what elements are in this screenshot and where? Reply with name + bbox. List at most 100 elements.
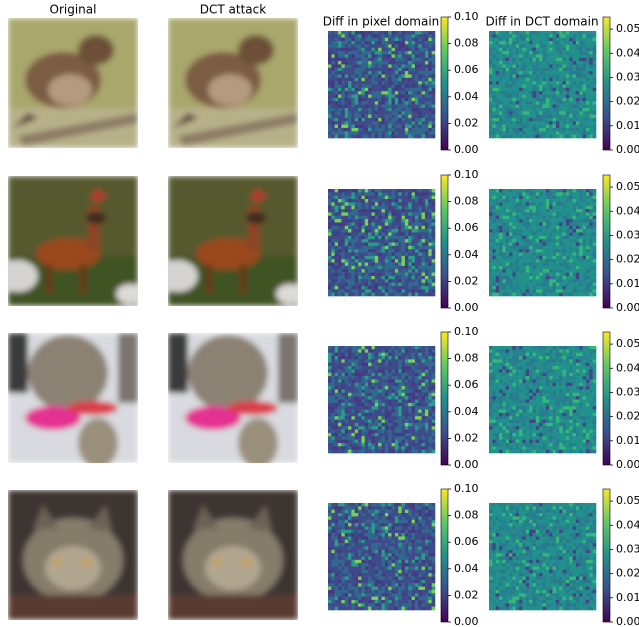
heatmap-cell	[425, 192, 429, 196]
heatmap-cell	[408, 61, 412, 65]
heatmap-cell	[539, 236, 543, 240]
heatmap-cell	[402, 219, 406, 223]
heatmap-cell	[412, 41, 416, 45]
heatmap-cell	[371, 219, 375, 223]
heatmap-cell	[371, 64, 375, 68]
heatmap-cell	[559, 78, 563, 82]
heatmap-cell	[405, 38, 409, 42]
heatmap-cell	[536, 61, 540, 65]
heatmap-cell	[345, 266, 349, 270]
heatmap-cell	[382, 41, 386, 45]
heatmap-cell	[589, 206, 593, 210]
heatmap-cell	[589, 276, 593, 280]
heatmap-cell	[566, 81, 570, 85]
heatmap-cell	[368, 246, 372, 250]
heatmap-cell	[341, 209, 345, 213]
heatmap-cell	[422, 105, 426, 109]
heatmap-cell	[388, 48, 392, 52]
heatmap-cell	[573, 111, 577, 115]
heatmap-cell	[361, 226, 365, 230]
heatmap-cell	[335, 393, 339, 397]
heatmap-cell	[398, 423, 402, 427]
heatmap-cell	[368, 212, 372, 216]
heatmap-cell	[341, 101, 345, 105]
heatmap-cell	[519, 81, 523, 85]
heatmap-cell	[418, 111, 422, 115]
heatmap-cell	[502, 38, 506, 42]
heatmap-cell	[553, 115, 557, 119]
heatmap-cell	[378, 403, 382, 407]
heatmap-cell	[405, 293, 409, 297]
heatmap-cell	[512, 118, 516, 122]
heatmap-cell	[502, 279, 506, 283]
heatmap-cell	[375, 118, 379, 122]
heatmap-cell	[341, 239, 345, 243]
heatmap-cell	[539, 222, 543, 226]
heatmap-cell	[573, 283, 577, 287]
heatmap-cell	[546, 243, 550, 247]
heatmap-cell	[355, 226, 359, 230]
heatmap-cell	[385, 246, 389, 250]
heatmap-cell	[331, 246, 335, 250]
heatmap-cell	[378, 41, 382, 45]
attacked-image	[158, 176, 304, 306]
heatmap-cell	[412, 383, 416, 387]
heatmap-cell	[418, 34, 422, 38]
heatmap-cell	[388, 135, 392, 139]
image-region	[48, 74, 92, 106]
heatmap-cell	[358, 393, 362, 397]
heatmap-cell	[506, 192, 510, 196]
heatmap-cell	[415, 249, 419, 253]
heatmap-cell	[425, 91, 429, 95]
heatmap-cell	[331, 420, 335, 424]
heatmap-cell	[536, 74, 540, 78]
heatmap-cell	[532, 115, 536, 119]
heatmap-cell	[539, 58, 543, 62]
heatmap-cell	[526, 98, 530, 102]
image-content	[168, 18, 298, 148]
heatmap-cell	[553, 78, 557, 82]
heatmap-cell	[553, 276, 557, 280]
heatmap-cell	[405, 243, 409, 247]
heatmap-cell	[569, 74, 573, 78]
heatmap-cell	[499, 115, 503, 119]
heatmap-cell	[593, 219, 597, 223]
heatmap-cell	[385, 34, 389, 38]
heatmap-cell	[351, 359, 355, 363]
heatmap-cell	[402, 98, 406, 102]
heatmap-cell	[382, 216, 386, 220]
heatmap-cell	[388, 279, 392, 283]
heatmap-cell	[338, 400, 342, 404]
heatmap-cell	[375, 346, 379, 350]
heatmap-cell	[553, 54, 557, 58]
heatmap-cell	[556, 222, 560, 226]
heatmap-cell	[536, 206, 540, 210]
heatmap-cell	[402, 192, 406, 196]
heatmap-cell	[361, 420, 365, 424]
heatmap-cell	[509, 91, 513, 95]
heatmap-cell	[593, 34, 597, 38]
heatmap-cell	[382, 115, 386, 119]
heatmap-cell	[361, 131, 365, 135]
heatmap-cell	[492, 222, 496, 226]
heatmap-cell	[368, 379, 372, 383]
heatmap-cell	[512, 85, 516, 89]
heatmap-cell	[375, 206, 379, 210]
heatmap-cell	[378, 54, 382, 58]
heatmap-cell	[576, 273, 580, 277]
heatmap-cell	[532, 61, 536, 65]
heatmap-cell	[566, 128, 570, 132]
heatmap-cell	[583, 51, 587, 55]
heatmap-cell	[371, 125, 375, 129]
heatmap-cell	[341, 349, 345, 353]
heatmap-cell	[569, 58, 573, 62]
heatmap-cell	[388, 406, 392, 410]
heatmap-cell	[519, 189, 523, 193]
heatmap-cell	[341, 128, 345, 132]
heatmap-cell	[418, 266, 422, 270]
heatmap-cell	[536, 34, 540, 38]
heatmap-cell	[415, 406, 419, 410]
heatmap-cell	[412, 108, 416, 112]
heatmap-cell	[506, 222, 510, 226]
heatmap-cell	[583, 128, 587, 132]
